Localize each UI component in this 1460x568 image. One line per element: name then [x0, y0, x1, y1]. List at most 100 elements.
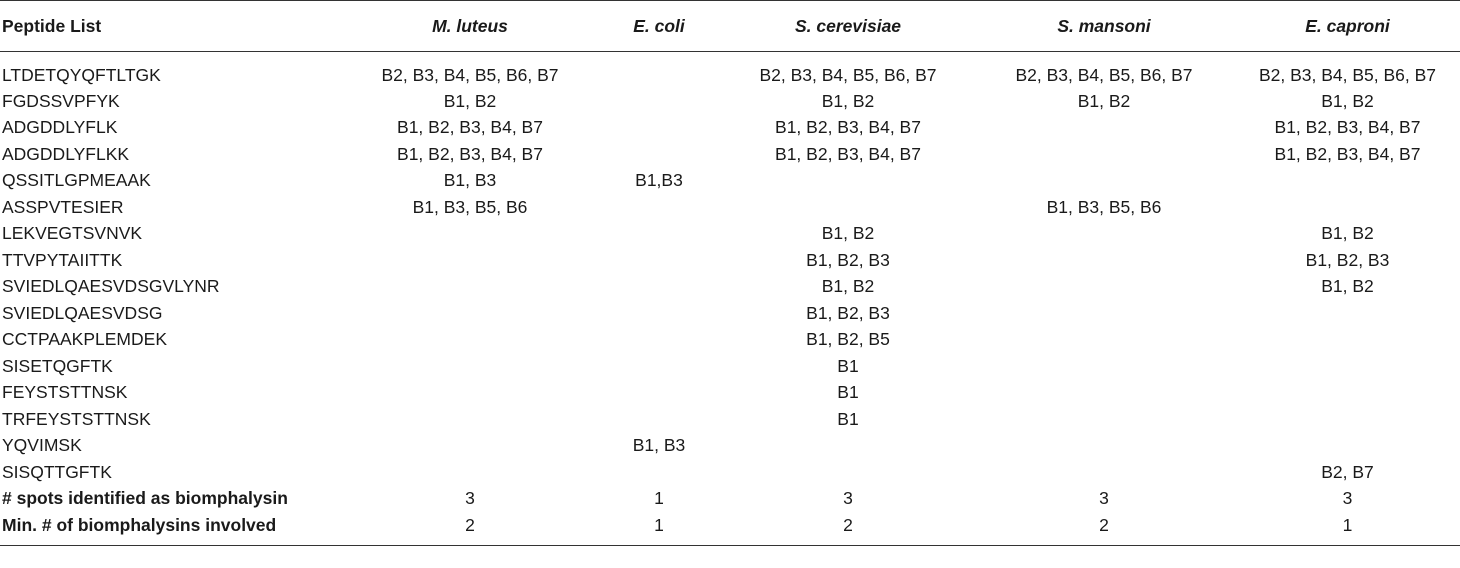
- table-row: SVIEDLQAESVDSG B1, B2, B3: [0, 300, 1460, 327]
- cell-m-luteus: 2: [345, 512, 595, 546]
- cell-s-cerevisiae: B1: [837, 355, 859, 376]
- table-row: QSSITLGPMEAAK B1, B3 B1,B3: [0, 168, 1460, 195]
- cell-s-mansoni: [973, 406, 1235, 433]
- cell-m-luteus: [345, 274, 595, 301]
- cell-peptide: FGDSSVPFYK: [2, 90, 120, 111]
- cell-e-caproni: B1, B2, B3, B4, B7: [1274, 143, 1421, 164]
- table-row: YQVIMSK B1, B3: [0, 433, 1460, 460]
- cell-s-mansoni: B1, B3, B5, B6: [1046, 196, 1162, 217]
- table-row: ADGDDLYFLK B1, B2, B3, B4, B7 B1, B2, B3, …: [0, 115, 1460, 142]
- cell-s-cerevisiae: B2, B3, B4, B5, B6, B7: [759, 64, 937, 85]
- cell-peptide: Min. # of biomphalysins involved: [0, 512, 345, 546]
- cell-s-cerevisiae: B1: [837, 408, 859, 429]
- cell-s-mansoni: [973, 141, 1235, 168]
- cell-peptide: ADGDDLYFLKK: [2, 143, 130, 164]
- table-row: LTDETQYQFTLTGK B2, B3, B4, B5, B6, B7 B2, …: [0, 52, 1460, 89]
- cell-s-cerevisiae: B1, B2, B3, B4, B7: [775, 117, 921, 138]
- cell-peptide: QSSITLGPMEAAK: [2, 170, 151, 191]
- cell-s-mansoni: [973, 115, 1235, 142]
- cell-e-coli: [595, 115, 723, 142]
- cell-m-luteus: [345, 353, 595, 380]
- peptide-table: Peptide List M. luteus E. coli S. cerevi…: [0, 0, 1460, 546]
- cell-s-cerevisiae: 3: [843, 488, 853, 509]
- cell-s-cerevisiae: B1, B2: [821, 90, 875, 111]
- cell-s-cerevisiae: B1, B2, B3: [806, 302, 890, 323]
- table-row: SVIEDLQAESVDSGVLYNR B1, B2 B1, B2: [0, 274, 1460, 301]
- header-m-luteus: M. luteus: [345, 0, 595, 52]
- cell-e-caproni: [1235, 300, 1460, 327]
- table-row: TTVPYTAIITTK B1, B2, B3 B1, B2, B3: [0, 247, 1460, 274]
- cell-s-mansoni: 3: [1099, 488, 1109, 509]
- summary-row: Min. # of biomphalysins involved 2 1 2 2 1: [0, 512, 1460, 546]
- cell-s-cerevisiae: B1, B2: [821, 223, 875, 244]
- cell-peptide: # spots identified as biomphalysin: [2, 488, 288, 509]
- cell-s-mansoni: [973, 433, 1235, 460]
- cell-e-caproni: B2, B7: [1321, 461, 1374, 482]
- table-body: LTDETQYQFTLTGK B2, B3, B4, B5, B6, B7 B2, …: [0, 52, 1460, 546]
- cell-e-coli: [595, 247, 723, 274]
- cell-m-luteus: B1, B2, B3, B4, B7: [397, 117, 543, 138]
- cell-s-cerevisiae: B1, B2: [821, 276, 875, 297]
- cell-m-luteus: [345, 327, 595, 354]
- cell-peptide: ADGDDLYFLK: [2, 117, 118, 138]
- cell-s-mansoni: [973, 221, 1235, 248]
- cell-s-cerevisiae: [723, 433, 973, 460]
- cell-e-coli: [595, 141, 723, 168]
- cell-s-mansoni: [973, 168, 1235, 195]
- cell-peptide: LTDETQYQFTLTGK: [2, 64, 161, 85]
- cell-e-caproni: B1, B2: [1321, 90, 1374, 111]
- cell-e-caproni: B1, B2: [1321, 223, 1374, 244]
- cell-m-luteus: [345, 433, 595, 460]
- table-row: SISETQGFTK B1: [0, 353, 1460, 380]
- cell-peptide: YQVIMSK: [2, 435, 82, 456]
- cell-e-coli: [595, 327, 723, 354]
- cell-e-coli: [595, 88, 723, 115]
- header-peptide-list: Peptide List: [0, 0, 345, 52]
- cell-s-mansoni: [973, 327, 1235, 354]
- cell-s-cerevisiae: 2: [723, 512, 973, 546]
- cell-m-luteus: B2, B3, B4, B5, B6, B7: [381, 64, 559, 85]
- cell-e-coli: [595, 380, 723, 407]
- cell-m-luteus: [345, 300, 595, 327]
- table-row: LEKVEGTSVNVK B1, B2 B1, B2: [0, 221, 1460, 248]
- cell-s-mansoni: [973, 274, 1235, 301]
- header-e-caproni: E. caproni: [1235, 0, 1460, 52]
- cell-peptide: FEYSTSTTNSK: [2, 382, 128, 403]
- cell-e-caproni: [1235, 327, 1460, 354]
- table-row: TRFEYSTSTTNSK B1: [0, 406, 1460, 433]
- cell-s-mansoni: [973, 300, 1235, 327]
- cell-e-caproni: B2, B3, B4, B5, B6, B7: [1258, 64, 1437, 85]
- cell-e-caproni: B1, B2, B3, B4, B7: [1274, 117, 1421, 138]
- cell-s-mansoni: [973, 247, 1235, 274]
- cell-e-caproni: [1235, 353, 1460, 380]
- cell-peptide: TRFEYSTSTTNSK: [2, 408, 151, 429]
- table-row: FEYSTSTTNSK B1: [0, 380, 1460, 407]
- cell-s-cerevisiae: [723, 459, 973, 486]
- cell-m-luteus: B1, B2: [443, 90, 497, 111]
- cell-m-luteus: 3: [465, 488, 475, 509]
- cell-m-luteus: B1, B3, B5, B6: [412, 196, 528, 217]
- cell-e-coli: 1: [654, 488, 664, 509]
- cell-e-coli: [595, 353, 723, 380]
- cell-m-luteus: [345, 406, 595, 433]
- cell-e-coli: 1: [595, 512, 723, 546]
- header-row: Peptide List M. luteus E. coli S. cerevi…: [0, 0, 1460, 52]
- cell-m-luteus: [345, 247, 595, 274]
- summary-row: # spots identified as biomphalysin 3 1 3 3 3: [0, 486, 1460, 513]
- cell-e-coli: [595, 52, 723, 89]
- cell-peptide: LEKVEGTSVNVK: [2, 223, 143, 244]
- cell-s-cerevisiae: [723, 168, 973, 195]
- cell-s-cerevisiae: B1: [837, 382, 859, 403]
- cell-m-luteus: [345, 459, 595, 486]
- cell-s-mansoni: [973, 380, 1235, 407]
- cell-m-luteus: [345, 380, 595, 407]
- header-e-coli: E. coli: [595, 0, 723, 52]
- cell-m-luteus: B1, B3: [443, 170, 497, 191]
- cell-peptide: SVIEDLQAESVDSG: [2, 302, 163, 323]
- header-s-cerevisiae: S. cerevisiae: [723, 0, 973, 52]
- cell-e-caproni: 3: [1342, 488, 1353, 509]
- cell-e-caproni: [1235, 433, 1460, 460]
- cell-e-caproni: [1235, 194, 1460, 221]
- cell-peptide: SVIEDLQAESVDSGVLYNR: [2, 276, 220, 297]
- cell-e-caproni: [1235, 168, 1460, 195]
